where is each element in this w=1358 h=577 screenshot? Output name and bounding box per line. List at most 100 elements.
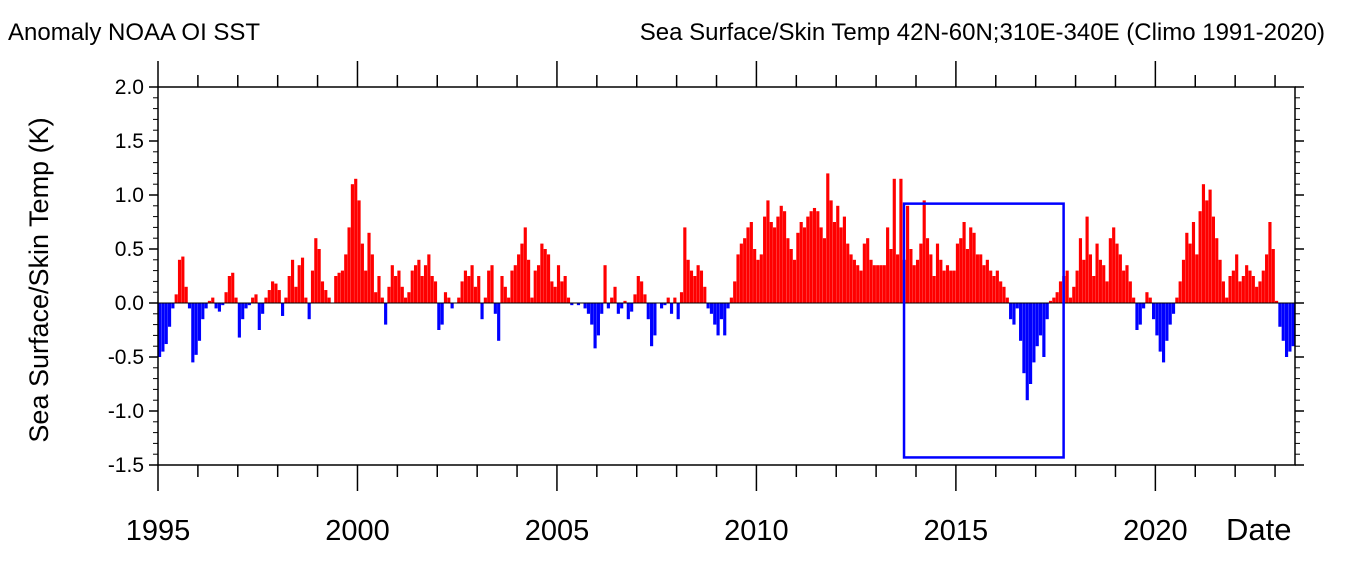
bar bbox=[826, 173, 830, 303]
bar bbox=[1125, 265, 1129, 303]
bar bbox=[290, 259, 295, 303]
bar bbox=[945, 265, 950, 303]
bar bbox=[713, 303, 717, 325]
bar bbox=[384, 303, 388, 325]
bar bbox=[357, 200, 361, 303]
bar bbox=[935, 243, 940, 303]
bar bbox=[261, 303, 265, 314]
bar bbox=[553, 286, 557, 303]
bar bbox=[673, 297, 677, 303]
bar bbox=[932, 276, 936, 303]
bar bbox=[1148, 297, 1152, 303]
bar bbox=[497, 303, 501, 341]
bar bbox=[467, 276, 471, 303]
bar bbox=[669, 303, 674, 314]
bar bbox=[344, 254, 348, 303]
bar bbox=[1128, 281, 1132, 303]
bar bbox=[224, 292, 228, 303]
bar bbox=[533, 270, 537, 303]
bar bbox=[646, 303, 650, 320]
bar bbox=[550, 281, 554, 303]
bar bbox=[679, 292, 684, 303]
bar bbox=[523, 227, 527, 303]
bar bbox=[992, 276, 996, 303]
bar bbox=[736, 254, 740, 303]
bar bbox=[413, 265, 418, 303]
bar bbox=[606, 303, 610, 309]
bar bbox=[586, 303, 591, 314]
bar bbox=[274, 283, 278, 303]
bar bbox=[746, 227, 750, 303]
bar bbox=[1098, 259, 1102, 303]
bar bbox=[217, 303, 221, 312]
bar bbox=[1288, 303, 1292, 352]
bar bbox=[251, 297, 255, 303]
bar bbox=[812, 207, 817, 303]
x-tick-label: 2015 bbox=[924, 515, 989, 547]
bar bbox=[796, 232, 800, 303]
bar bbox=[676, 303, 680, 320]
bar bbox=[799, 222, 803, 303]
bar bbox=[460, 281, 464, 303]
bar bbox=[447, 297, 451, 303]
bar bbox=[1225, 297, 1229, 303]
bar bbox=[184, 286, 188, 303]
bar bbox=[281, 303, 285, 316]
bar bbox=[1015, 303, 1019, 309]
bar bbox=[423, 265, 428, 303]
bar bbox=[314, 238, 318, 303]
bar bbox=[354, 178, 358, 303]
bar bbox=[1105, 281, 1109, 303]
bar bbox=[600, 303, 604, 314]
bar bbox=[802, 227, 807, 303]
bar bbox=[1032, 303, 1036, 363]
bar bbox=[437, 303, 441, 330]
bar bbox=[473, 286, 477, 303]
bar bbox=[1152, 303, 1156, 320]
bar bbox=[892, 178, 896, 303]
bar bbox=[829, 200, 833, 303]
bar bbox=[1165, 303, 1169, 341]
bar bbox=[683, 227, 687, 303]
bar bbox=[613, 286, 617, 303]
bar bbox=[347, 227, 351, 303]
bar bbox=[806, 216, 810, 303]
y-axis-ticks: 2.0 1.5 1.0 0.5 0.0 -0.5 -1.0 -1.5 bbox=[108, 76, 1304, 477]
bar bbox=[1201, 184, 1206, 303]
bar bbox=[1205, 200, 1209, 303]
bar bbox=[1012, 303, 1016, 325]
bar bbox=[912, 265, 916, 303]
bar bbox=[1271, 249, 1275, 303]
bar bbox=[985, 259, 989, 303]
bar bbox=[1175, 297, 1179, 303]
bar bbox=[1048, 300, 1053, 303]
bar bbox=[939, 259, 943, 303]
x-tick-label: 2010 bbox=[724, 515, 789, 547]
bar bbox=[610, 297, 614, 303]
bar bbox=[1029, 303, 1033, 384]
x-tick-label: 1995 bbox=[126, 515, 191, 547]
bar bbox=[513, 265, 517, 303]
bar bbox=[643, 294, 647, 303]
bar bbox=[1161, 303, 1166, 363]
bar bbox=[590, 303, 594, 325]
bar bbox=[546, 254, 551, 303]
bar bbox=[187, 303, 192, 309]
bar bbox=[753, 249, 757, 303]
bar bbox=[1248, 270, 1252, 303]
bar bbox=[1235, 254, 1239, 303]
bar bbox=[433, 281, 438, 303]
bar bbox=[686, 259, 690, 303]
bar bbox=[1281, 303, 1285, 341]
bar bbox=[1171, 303, 1176, 314]
bar bbox=[1078, 238, 1083, 303]
plot-frame bbox=[157, 86, 1296, 466]
bar bbox=[942, 270, 946, 303]
bar bbox=[703, 286, 707, 303]
bar bbox=[699, 270, 704, 303]
bar bbox=[487, 270, 491, 303]
bar bbox=[653, 303, 657, 336]
bar bbox=[856, 265, 860, 303]
bar bbox=[716, 303, 720, 336]
bar bbox=[650, 303, 654, 347]
